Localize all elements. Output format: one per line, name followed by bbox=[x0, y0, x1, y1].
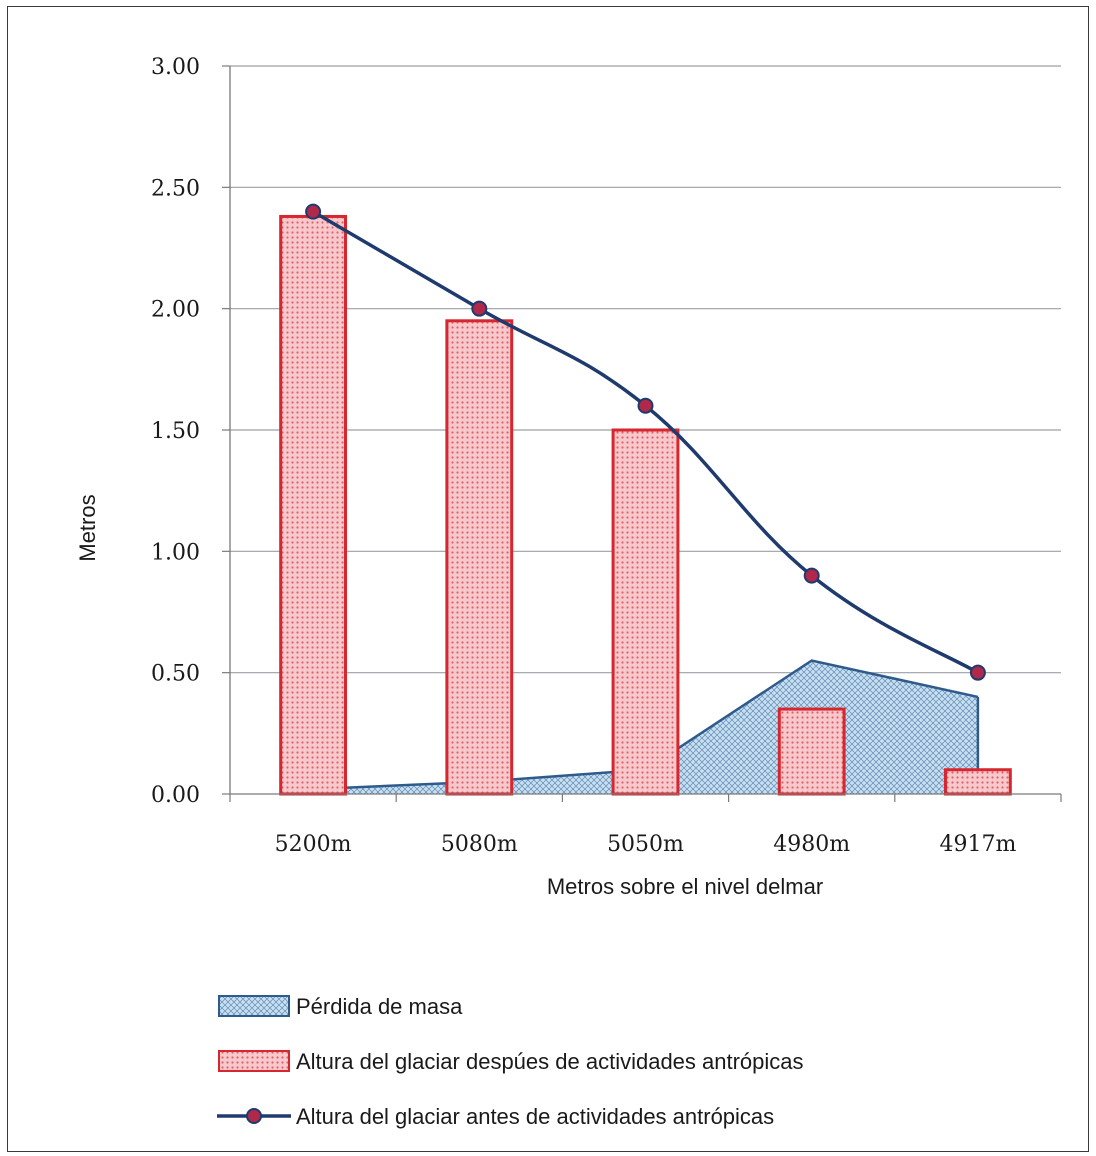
legend-label-line: Altura del glaciar antes de actividades … bbox=[296, 1104, 774, 1129]
line-point bbox=[803, 567, 820, 584]
y-tick-label: 3.00 bbox=[151, 55, 200, 80]
y-tick-label: 2.50 bbox=[151, 176, 200, 201]
x-axis-title: Metros sobre el nivel delmar bbox=[547, 874, 823, 899]
bar bbox=[943, 768, 1012, 796]
line-point bbox=[637, 397, 654, 414]
legend-label-area: Pérdida de masa bbox=[296, 994, 463, 1019]
x-tick-label: 4980m bbox=[773, 832, 850, 857]
x-tick-label: 5080m bbox=[441, 832, 518, 857]
x-tick-label: 5050m bbox=[607, 832, 684, 857]
y-tick-label: 1.50 bbox=[151, 419, 200, 444]
chart-frame bbox=[7, 6, 1089, 1152]
legend-swatch-bar bbox=[218, 1050, 290, 1072]
bar-series bbox=[279, 214, 1012, 796]
tick-labels: 0.00 0.50 1.00 1.50 2.00 2.50 3.00 5200m 5080m 50… bbox=[151, 55, 1016, 857]
bar bbox=[279, 214, 348, 796]
x-tick-label: 5200m bbox=[275, 832, 352, 857]
bar bbox=[611, 428, 680, 796]
legend-label-bar: Altura del glaciar despúes de actividade… bbox=[296, 1049, 804, 1074]
y-tick-label: 1.00 bbox=[151, 540, 200, 565]
x-tick-label: 4917m bbox=[939, 832, 1016, 857]
legend-swatch-marker bbox=[246, 1108, 262, 1124]
line-point bbox=[305, 203, 322, 220]
bar bbox=[777, 707, 846, 796]
legend-item-bar: Altura del glaciar despúes de actividade… bbox=[218, 1049, 804, 1074]
line-point bbox=[471, 300, 488, 317]
gridlines bbox=[230, 65, 1061, 674]
y-tick-label: 0.50 bbox=[151, 662, 200, 687]
y-axis-title: Metros bbox=[75, 494, 100, 561]
bar bbox=[445, 319, 514, 796]
line-series bbox=[305, 203, 986, 681]
y-tick-label: 0.00 bbox=[151, 783, 200, 808]
legend-item-line: Altura del glaciar antes de actividades … bbox=[217, 1104, 774, 1129]
legend: Pérdida de masa Altura del glaciar despú… bbox=[217, 994, 804, 1129]
legend-item-area: Pérdida de masa bbox=[218, 994, 463, 1019]
legend-swatch-area bbox=[218, 995, 290, 1017]
axes bbox=[222, 65, 1062, 802]
line-point bbox=[969, 664, 986, 681]
y-tick-label: 2.00 bbox=[151, 298, 200, 323]
